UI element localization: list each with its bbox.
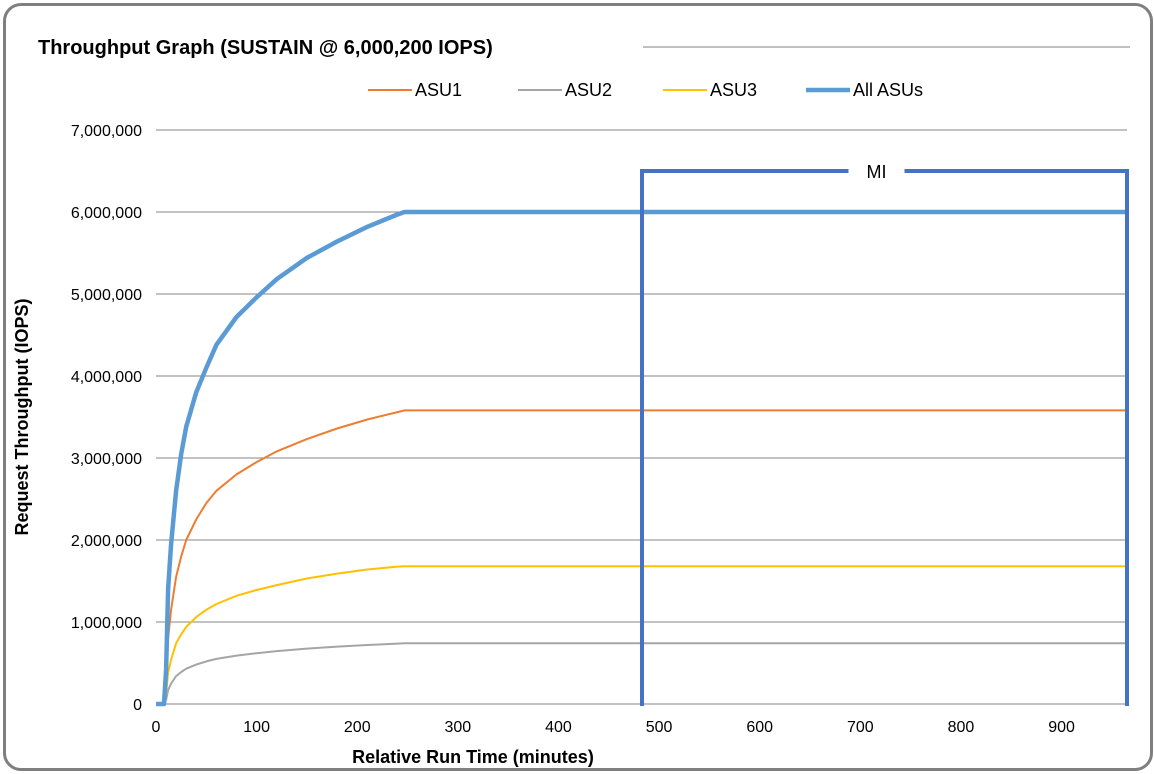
series-line-all-asus: [156, 209, 1127, 707]
y-tick-label: 1,000,000: [71, 615, 142, 632]
series-lines: [156, 209, 1127, 707]
y-tick-label: 5,000,000: [71, 287, 142, 304]
x-axis-title: Relative Run Time (minutes): [352, 747, 594, 767]
x-tick-label: 500: [646, 719, 673, 736]
x-tick-label: 900: [1048, 719, 1075, 736]
x-tick-label: 600: [746, 719, 773, 736]
legend-entry: ASU2: [518, 80, 612, 100]
annotations: MI: [640, 162, 1129, 706]
y-axis-title: Request Throughput (IOPS): [12, 299, 32, 536]
x-tick-label: 0: [152, 719, 161, 736]
y-tick-label: 2,000,000: [71, 533, 142, 550]
mi-label: MI: [867, 162, 887, 182]
x-tick-label: 100: [243, 719, 270, 736]
legend: ASU1 ASU2 ASU3 All ASUs: [368, 80, 923, 100]
x-tick-label: 700: [847, 719, 874, 736]
x-tick-label: 800: [948, 719, 975, 736]
y-tick-label: 6,000,000: [71, 205, 142, 222]
legend-entry: ASU1: [368, 80, 462, 100]
mi-bracket: MI: [640, 162, 1129, 706]
x-tick-label: 300: [445, 719, 472, 736]
x-axis-ticks: 0 100 200 300 400 500 600 700 800 900: [152, 719, 1075, 736]
throughput-chart: Throughput Graph (SUSTAIN @ 6,000,200 IO…: [12, 37, 1130, 767]
series-line-asu2: [156, 642, 1127, 705]
legend-label: All ASUs: [853, 80, 923, 100]
legend-label: ASU3: [710, 80, 757, 100]
y-axis-ticks: 0 1,000,000 2,000,000 3,000,000 4,000,000 5,0…: [71, 123, 142, 714]
x-tick-label: 200: [344, 719, 371, 736]
legend-entry: All ASUs: [806, 80, 923, 100]
chart-frame: Throughput Graph (SUSTAIN @ 6,000,200 IO…: [3, 3, 1153, 771]
chart-title: Throughput Graph (SUSTAIN @ 6,000,200 IO…: [38, 37, 493, 59]
y-tick-label: 3,000,000: [71, 451, 142, 468]
y-tick-label: 0: [133, 697, 142, 714]
x-tick-label: 400: [545, 719, 572, 736]
y-tick-label: 7,000,000: [71, 123, 142, 140]
legend-entry: ASU3: [663, 80, 757, 100]
legend-label: ASU2: [565, 80, 612, 100]
y-tick-label: 4,000,000: [71, 369, 142, 386]
series-line-asu1: [156, 409, 1127, 705]
legend-label: ASU1: [415, 80, 462, 100]
series-line-asu3: [156, 565, 1127, 705]
